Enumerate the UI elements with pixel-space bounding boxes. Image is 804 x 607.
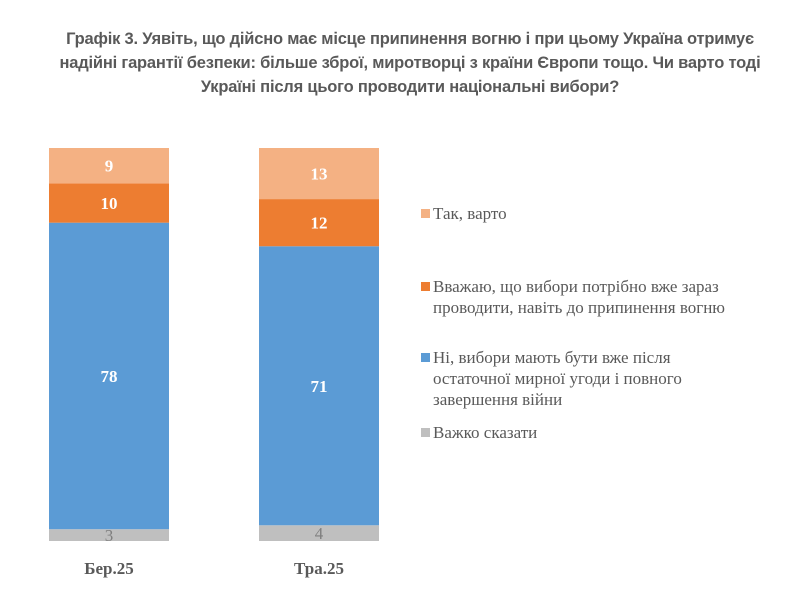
bar-segment [259, 199, 379, 247]
legend-label: Важко сказати [433, 423, 538, 442]
legend-swatch-icon [421, 282, 430, 291]
data-label: 12 [311, 214, 328, 233]
data-label: 3 [105, 526, 114, 545]
chart-title: Графік 3. Уявіть, що дійсно має місце пр… [20, 27, 800, 99]
legend-swatch-icon [421, 428, 430, 437]
legend-item-hard-to-say: Важко сказати [421, 422, 773, 443]
x-tick-label: Бер.25 [84, 559, 134, 578]
bar-segment [49, 529, 169, 541]
x-tick-label: Тра.25 [294, 559, 344, 578]
data-label: 78 [101, 367, 118, 386]
data-label: 4 [315, 524, 324, 543]
bar-segment [49, 222, 169, 530]
title-line-1: Графік 3. Уявіть, що дійсно має місце пр… [66, 30, 754, 48]
data-label: 13 [311, 165, 328, 184]
bar-segment [259, 148, 379, 200]
bar-segment [49, 183, 169, 223]
title-line-2: надійні гарантії безпеки: більше зброї, … [59, 54, 761, 72]
legend-swatch-icon [421, 209, 430, 218]
bar-segment [49, 148, 169, 184]
legend-label: Ні, вибори мають бути вже після остаточн… [433, 348, 682, 409]
title-line-3: Україні після цього проводити національн… [200, 78, 620, 96]
data-label: 10 [101, 194, 118, 213]
legend-swatch-icon [421, 353, 430, 362]
legend-label: Вважаю, що вибори потрібно вже зараз про… [433, 277, 725, 317]
data-label: 71 [311, 377, 328, 396]
legend-label: Так, варто [433, 204, 507, 223]
legend-item-yes: Так, варто [421, 203, 773, 224]
legend-item-now: Вважаю, що вибори потрібно вже зараз про… [421, 276, 763, 318]
legend-item-no: Ні, вибори мають бути вже після остаточн… [421, 347, 733, 410]
bar-segment [259, 525, 379, 541]
data-label: 9 [105, 157, 114, 176]
bar-segment [259, 246, 379, 526]
